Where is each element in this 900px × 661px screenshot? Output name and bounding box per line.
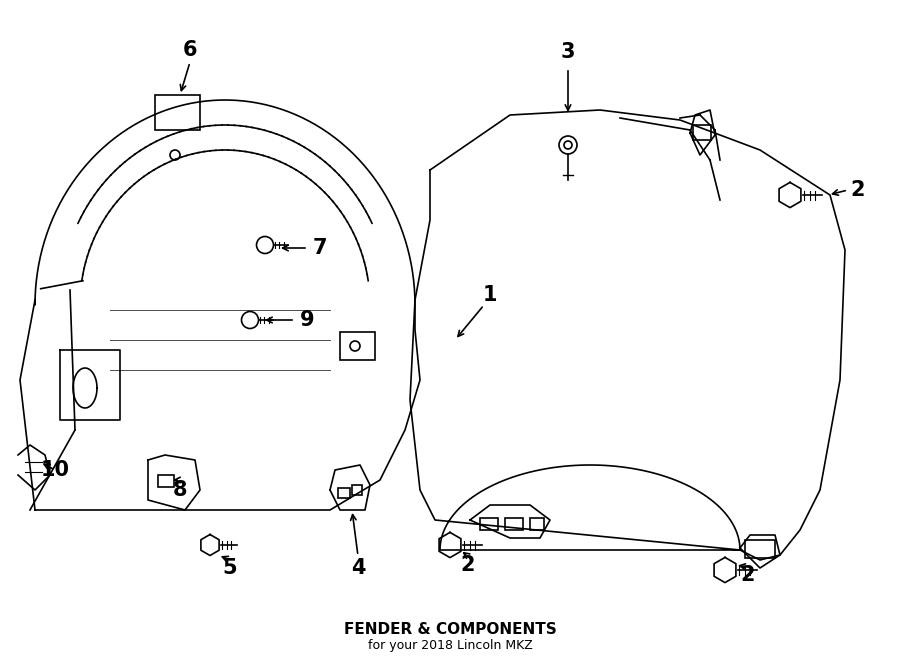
Bar: [155, 95, 200, 130]
Text: FENDER & COMPONENTS: FENDER & COMPONENTS: [344, 623, 556, 637]
Bar: [530, 518, 544, 530]
Text: for your 2018 Lincoln MKZ: for your 2018 Lincoln MKZ: [367, 639, 533, 652]
Text: 9: 9: [300, 310, 314, 330]
Bar: [505, 518, 523, 530]
Text: 10: 10: [40, 460, 69, 480]
Text: 2: 2: [461, 555, 475, 575]
Bar: [693, 125, 711, 140]
Bar: [352, 485, 362, 495]
Bar: [480, 518, 498, 530]
Text: 8: 8: [173, 480, 187, 500]
Text: 7: 7: [313, 238, 328, 258]
Text: 5: 5: [222, 558, 238, 578]
Text: 6: 6: [183, 40, 197, 60]
Bar: [338, 488, 350, 498]
Text: 2: 2: [850, 180, 865, 200]
Text: 2: 2: [741, 565, 755, 585]
Bar: [340, 332, 375, 360]
Text: 3: 3: [561, 42, 575, 62]
Text: 4: 4: [351, 558, 365, 578]
Text: 1: 1: [482, 285, 497, 305]
Bar: [745, 540, 775, 558]
Bar: [158, 475, 174, 487]
